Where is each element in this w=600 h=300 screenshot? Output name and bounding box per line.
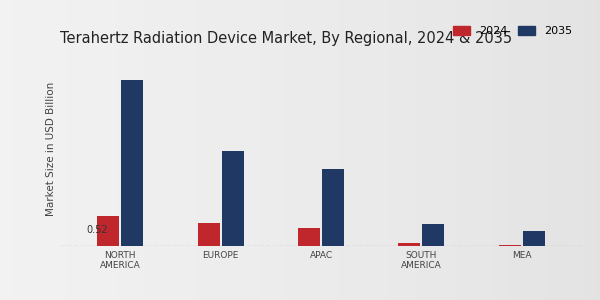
Bar [499,244,521,246]
Bar [398,243,421,246]
Bar [221,152,244,246]
Text: 0.52: 0.52 [86,225,108,235]
Bar [298,228,320,246]
Legend: 2024, 2035: 2024, 2035 [449,22,577,41]
Bar [121,80,143,246]
Bar [197,223,220,246]
Bar [97,216,119,246]
Bar [422,224,445,246]
Bar [523,231,545,246]
Y-axis label: Market Size in USD Billion: Market Size in USD Billion [46,81,56,216]
Bar [322,169,344,246]
Text: Terahertz Radiation Device Market, By Regional, 2024 & 2035: Terahertz Radiation Device Market, By Re… [60,31,512,46]
